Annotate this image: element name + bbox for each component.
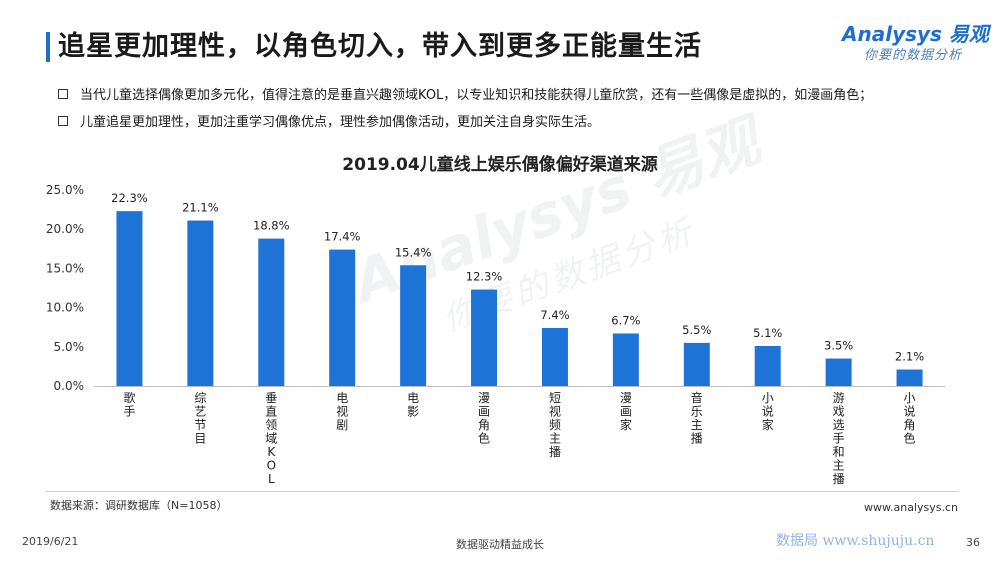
bullet-square-icon [58, 115, 68, 126]
x-tick-label: 漫画角色 [478, 391, 490, 446]
x-tick-label: 音乐主播 [691, 390, 703, 446]
footer-slogan: 数据驱动精益成长 [456, 538, 544, 551]
footer-watermark: 数据局 www.shujuju.cn [776, 533, 935, 549]
y-tick-label: 25.0% [46, 183, 84, 197]
source-divider [46, 491, 959, 492]
bullet-text: 当代儿童选择偶像更加多元化，值得注意的是垂直兴趣领域KOL，以专业知识和技能获得… [80, 88, 873, 103]
page-title: 追星更加理性，以角色切入，带入到更多正能量生活 [58, 31, 702, 62]
x-tick-label: 电影 [407, 391, 419, 419]
x-tick-label: 垂直领域 K O L [265, 391, 277, 486]
logo-slogan: 你要的数据分析 [864, 48, 963, 63]
y-tick-label: 20.0% [46, 222, 84, 236]
bar [683, 342, 710, 386]
bar [825, 358, 852, 386]
footer-date: 2019/6/21 [22, 535, 79, 548]
x-tick-label: 歌手 [123, 390, 135, 419]
y-tick-label: 15.0% [46, 261, 84, 275]
data-label: 5.5% [682, 323, 711, 337]
bar [612, 333, 639, 386]
data-label: 12.3% [466, 270, 503, 284]
bar [187, 220, 214, 386]
data-label: 17.4% [324, 230, 361, 244]
data-label: 15.4% [395, 245, 432, 259]
title-accent-bar [46, 32, 50, 62]
bar [400, 265, 427, 386]
bar [896, 369, 923, 386]
x-tick-label: 小说家 [762, 391, 774, 432]
bar [754, 346, 781, 386]
y-tick-label: 0.0% [54, 379, 85, 393]
data-label: 7.4% [540, 308, 569, 322]
website-link[interactable]: www.analysys.cn [864, 501, 958, 514]
x-tick-label: 漫画家 [620, 391, 632, 432]
bar [471, 289, 498, 386]
logo-name: Analysys 易观 [842, 22, 989, 46]
data-label: 2.1% [895, 350, 924, 364]
bar [258, 238, 285, 386]
x-tick-label: 小说角色 [904, 391, 916, 446]
y-tick-label: 10.0% [46, 301, 84, 315]
data-source: 数据来源：调研数据库（N=1058） [50, 499, 228, 512]
data-label: 18.8% [253, 219, 290, 233]
data-label: 3.5% [824, 339, 853, 353]
analysys-logo: Analysys 易观 你要的数据分析 [842, 18, 989, 66]
data-label: 6.7% [611, 313, 640, 327]
bullet-text: 儿童追星更加理性，更加注重学习偶像优点，理性参加偶像活动，更加关注自身实际生活。 [80, 115, 601, 130]
bar [116, 211, 143, 386]
bar [329, 249, 356, 386]
bullet-square-icon [58, 88, 68, 99]
x-tick-label: 电视剧 [336, 391, 348, 432]
chart-title: 2019.04儿童线上娱乐偶像偏好渠道来源 [342, 155, 658, 175]
data-label: 21.1% [182, 201, 219, 215]
x-tick-label: 短视频主播 [549, 391, 561, 459]
x-tick-label: 游戏选手和主播 [833, 391, 845, 486]
bullet-item: 儿童追星更加理性，更加注重学习偶像优点，理性参加偶像活动，更加关注自身实际生活。 [58, 111, 600, 130]
bar [541, 327, 568, 386]
data-label: 5.1% [753, 326, 782, 340]
page-number: 36 [966, 536, 980, 549]
x-tick-label: 综艺节目 [194, 391, 206, 446]
bullet-item: 当代儿童选择偶像更加多元化，值得注意的是垂直兴趣领域KOL，以专业知识和技能获得… [58, 84, 872, 103]
data-label: 22.3% [111, 191, 148, 205]
y-tick-label: 5.0% [54, 340, 85, 354]
